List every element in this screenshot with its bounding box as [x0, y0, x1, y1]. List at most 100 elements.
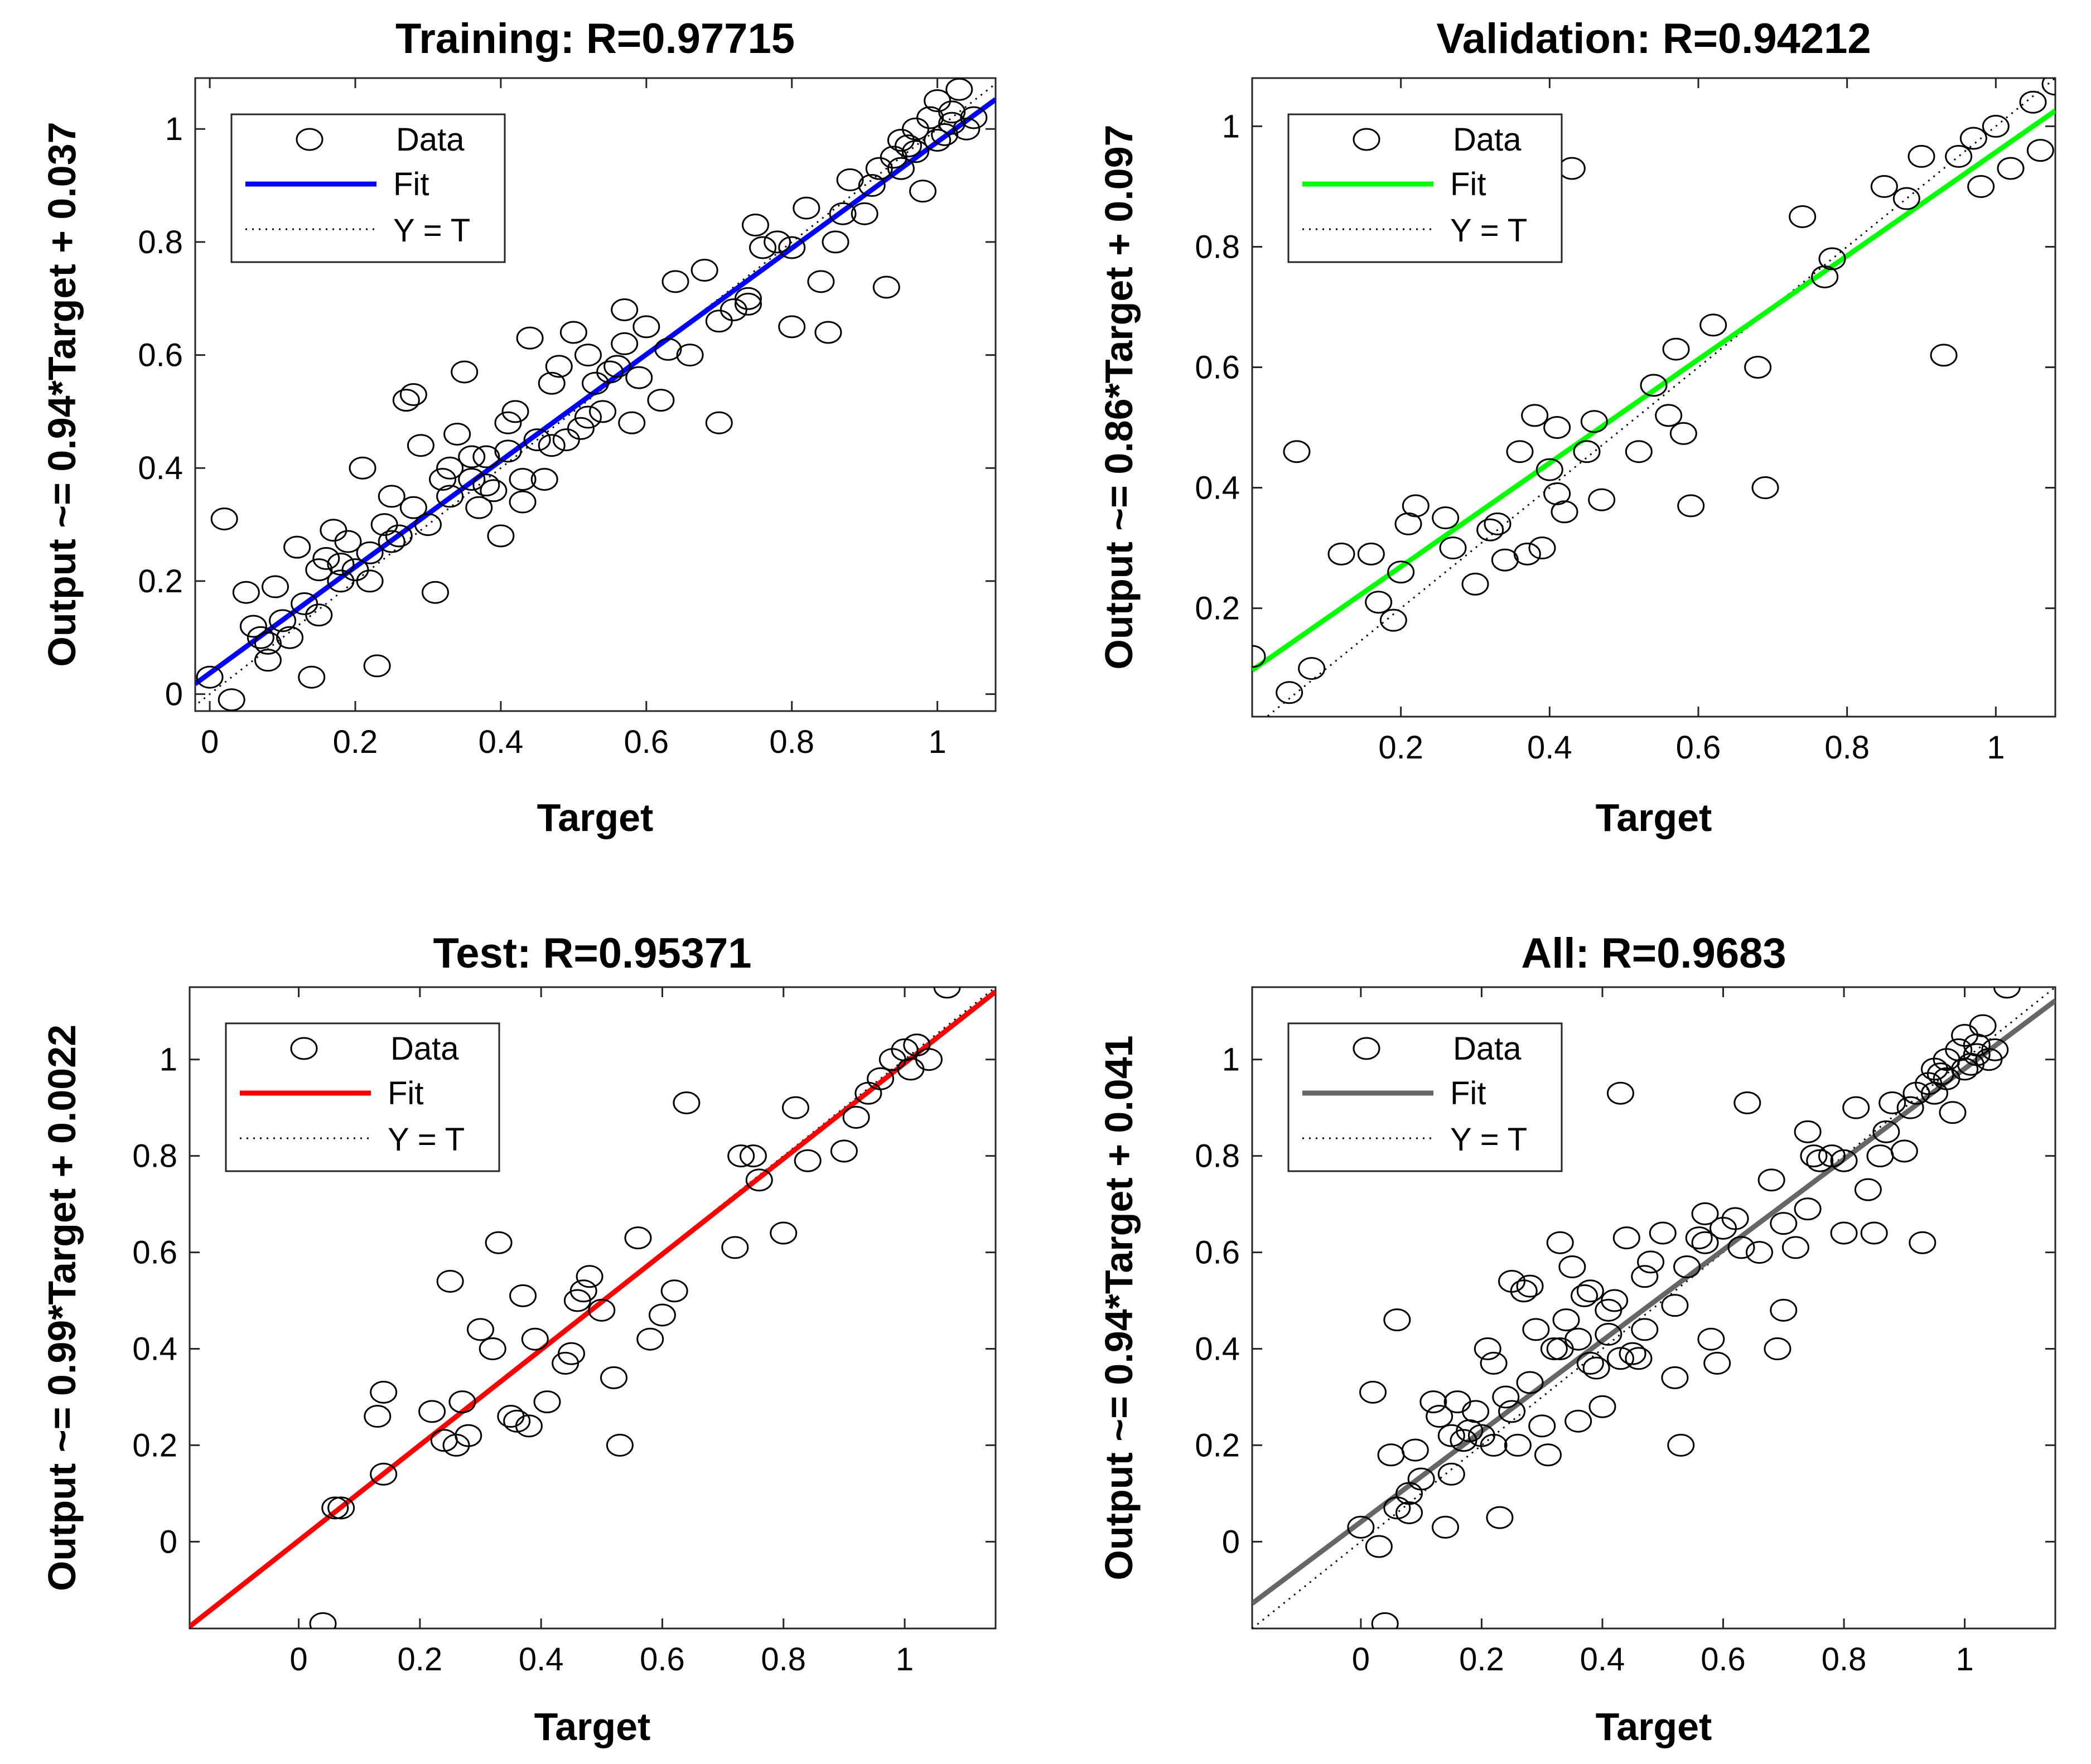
training-data-point — [647, 389, 675, 412]
all-data-point — [1540, 1337, 1568, 1360]
validation-data-point — [1513, 542, 1541, 566]
training-data-point — [232, 581, 260, 604]
validation-data-point — [1543, 482, 1571, 505]
test-data-point — [636, 1327, 664, 1351]
test-data-point — [842, 1105, 870, 1129]
validation-data-point — [1394, 512, 1422, 535]
training-ylabel: Output ~= 0.94*Target + 0.037 — [40, 122, 84, 666]
validation-data-point — [1327, 542, 1355, 566]
all-data-point — [1993, 987, 2021, 999]
all-data-point — [1347, 1515, 1375, 1539]
training-data-point — [567, 417, 595, 440]
training-data-point — [239, 615, 267, 638]
validation-legend-marker-data — [1353, 128, 1380, 151]
test-data-point — [509, 1284, 537, 1307]
all-ytick-label: 0.4 — [1195, 1331, 1240, 1367]
all-data-point — [1522, 1318, 1550, 1341]
all-ylabel: Output ~= 0.94*Target + 0.041 — [1097, 1035, 1141, 1580]
training-data-point — [436, 485, 464, 508]
test-data-point — [915, 1048, 943, 1071]
test-data-point — [624, 1226, 652, 1250]
test-identity-line — [190, 987, 996, 1628]
validation-data-point — [1655, 404, 1683, 427]
training-data-point — [574, 344, 602, 367]
training-data-point — [414, 513, 442, 537]
all-xtick-label: 1 — [1955, 1641, 1973, 1678]
training-data-point — [210, 507, 238, 530]
training-ytick-label: 0 — [165, 676, 183, 713]
training-data-point — [851, 202, 878, 225]
validation-data-point — [1625, 440, 1653, 463]
all-data-point — [1437, 1424, 1465, 1447]
training-data-point — [749, 236, 777, 259]
validation-data-point — [1945, 144, 1973, 168]
training-data-point — [487, 524, 515, 548]
validation-data-point — [1252, 645, 1266, 668]
all-data-point — [1770, 1298, 1798, 1322]
test-data-point — [467, 1318, 495, 1341]
training-data-point — [451, 360, 479, 384]
training-data-point — [764, 230, 791, 254]
validation-legend-box — [1287, 113, 1563, 263]
all-data-point — [1830, 1221, 1858, 1245]
training-data-point — [356, 569, 384, 593]
training-data-point — [690, 259, 718, 282]
training-legend-marker-data — [296, 128, 323, 151]
training-data-point — [392, 389, 420, 412]
training-data-point — [378, 485, 405, 508]
all-data-point — [1637, 1250, 1665, 1274]
test-data-point — [727, 1144, 755, 1168]
test-legend-label: Data — [390, 1031, 459, 1067]
training-data-point — [661, 270, 689, 293]
all-data-point — [1534, 1443, 1562, 1467]
validation-data-point — [1870, 175, 1898, 198]
all-data-point — [1691, 1202, 1719, 1225]
training-data-point — [443, 422, 471, 446]
training-data-point — [429, 468, 457, 491]
validation-data-point — [1528, 537, 1556, 560]
all-data-point — [1703, 1351, 1731, 1375]
test-xtick-label: 0.8 — [761, 1641, 806, 1678]
training-data-point — [822, 230, 849, 254]
training-data-point — [734, 292, 762, 316]
all-data-point — [1631, 1265, 1659, 1288]
training-data-point — [654, 337, 682, 361]
training-data-point — [254, 631, 282, 655]
test-xtick-label: 1 — [896, 1641, 914, 1678]
test-xtick-label: 0.2 — [398, 1641, 443, 1678]
training-data-point — [924, 128, 952, 152]
training-data-point — [530, 468, 558, 491]
all-data-point — [1691, 1231, 1719, 1254]
test-data-point — [933, 987, 961, 999]
training-data-point — [705, 411, 733, 434]
training-data-point — [472, 473, 500, 497]
all-data-point — [1426, 1405, 1453, 1428]
training-data-point — [574, 405, 602, 429]
all-data-point — [1407, 1467, 1435, 1491]
all-ytick-label: 0.8 — [1195, 1138, 1240, 1175]
test-data-point — [830, 1139, 858, 1163]
training-data-point — [807, 270, 835, 293]
all-data-point — [1981, 1038, 2009, 1061]
test-data-point — [327, 1496, 355, 1520]
all-data-point — [1896, 1096, 1924, 1119]
all-data-point — [1649, 1221, 1677, 1245]
training-data-point — [938, 112, 966, 135]
validation-data-point — [1379, 608, 1407, 632]
panel-test: Test: R=0.95371 Target Output ~= 0.99*Ta… — [40, 930, 997, 1748]
training-title: Training: R=0.97715 — [395, 15, 795, 62]
training-data-point — [349, 456, 376, 480]
validation-data-point — [1484, 512, 1511, 535]
validation-data-point — [1387, 560, 1415, 584]
test-data-point — [479, 1337, 506, 1360]
all-data-point — [1498, 1400, 1526, 1423]
all-data-point — [1365, 1535, 1393, 1558]
all-data-point — [1588, 1395, 1616, 1418]
validation-ytick-label: 1 — [1222, 108, 1240, 144]
all-xtick-label: 0.2 — [1459, 1641, 1504, 1678]
training-data-point — [793, 196, 820, 220]
training-data-point — [283, 535, 311, 559]
training-data-point — [509, 490, 537, 514]
test-legend-label: Fit — [388, 1075, 423, 1111]
training-data-point — [480, 479, 508, 502]
